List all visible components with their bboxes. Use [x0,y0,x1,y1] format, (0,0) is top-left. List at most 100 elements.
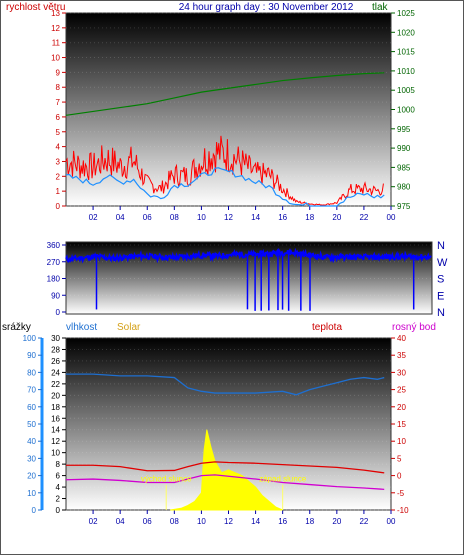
y-tick-label: 4 [56,143,61,152]
y-tick-label: 8 [56,83,61,92]
x-tick-label: 16 [278,517,287,526]
rain-tick-label: 20 [27,472,36,481]
y-tick-label: 1 [56,187,61,196]
temperature-tick-label: 30 [397,368,406,377]
y-tick-label: 12 [51,24,60,33]
y2-tick-label: 1005 [397,86,415,95]
rain-tick-label: 70 [27,386,36,395]
humidity-tick-label: 24 [51,368,60,377]
rain-tick-label: 60 [27,403,36,412]
y-tick-label: 7 [56,98,61,107]
x-tick-label: 02 [89,213,98,222]
humidity-tick-label: 26 [51,357,60,366]
y-tick-label: 6 [56,113,61,122]
y2-tick-label: 1010 [397,67,415,76]
x-tick-label: 14 [251,517,260,526]
humidity-tick-label: 2 [56,495,61,504]
temperature-tick-label: 10 [397,437,406,446]
y-tick-label: 180 [47,275,61,284]
sunset-label: západ slunce [259,474,307,483]
temperature-tick-label: 5 [397,454,402,463]
y2-tick-label: 980 [397,183,411,192]
y-tick-label: 10 [51,54,60,63]
rain-tick-label: 10 [27,489,36,498]
y2-tick-label: 985 [397,163,411,172]
humidity-tick-label: 12 [51,437,60,446]
compass-label: S [437,274,444,286]
compass-label: N [437,307,445,319]
humidity-tick-label: 22 [51,380,60,389]
y-tick-label: 0 [56,202,61,211]
x-tick-label: 16 [278,213,287,222]
direction-panel-grid [66,244,432,313]
x-tick-label: 06 [143,213,152,222]
dew-point-label: rosný bod [392,322,436,333]
rain-tick-label: 90 [27,351,36,360]
humidity-time-axis: 02 04 06 08 10 12 14 16 18 20 22 00 [89,510,396,526]
y-tick-label: 5 [56,128,61,137]
humidity-tick-label: 4 [56,483,61,492]
humidity-tick-label: 8 [56,460,61,469]
x-tick-label: 00 [387,213,396,222]
y2-tick-label: 1020 [397,28,415,37]
rain-tick-label: 100 [23,334,37,343]
x-tick-label: 20 [332,213,341,222]
humidity-tick-label: 0 [56,506,61,515]
humidity-label: vlhkost [66,322,97,333]
rain-axis: 0 10 20 30 40 50 60 70 80 90 100 [23,334,44,515]
humidity-tick-label: 16 [51,414,60,423]
temperature-axis: -10 -5 0 5 10 15 20 25 30 35 40 [391,334,409,515]
graph-title: 24 hour graph day : 30 November 2012 [179,2,354,13]
y-tick-label: 90 [51,291,60,300]
rain-label: srážky [2,322,31,333]
temperature-tick-label: 15 [397,420,406,429]
temperature-tick-label: -10 [397,506,409,515]
wind-average-line [65,167,385,207]
x-tick-label: 06 [143,517,152,526]
humidity-tick-label: 20 [51,391,60,400]
rain-tick-label: 0 [32,506,37,515]
wind-gust-line [65,135,384,206]
x-tick-label: 12 [224,517,233,526]
y-tick-label: 9 [56,68,61,77]
compass-label: N [437,240,445,252]
temperature-tick-label: -5 [397,489,405,498]
y-tick-label: 0 [56,308,61,317]
x-tick-label: 10 [197,213,206,222]
x-tick-label: 14 [251,213,260,222]
humidity-tick-label: 28 [51,345,60,354]
sunrise-label: východ slunce [141,474,192,483]
y2-tick-label: 990 [397,144,411,153]
x-tick-label: 20 [332,517,341,526]
x-tick-label: 18 [305,213,314,222]
humidity-panel-series [65,373,385,511]
x-tick-label: 04 [116,213,125,222]
temperature-label: teplota [312,322,342,333]
x-tick-label: 12 [224,213,233,222]
rain-tick-label: 80 [27,368,36,377]
x-tick-label: 08 [170,213,179,222]
x-tick-label: 10 [197,517,206,526]
temperature-tick-label: 0 [397,472,402,481]
y-tick-label: 13 [51,9,60,18]
rain-tick-label: 30 [27,454,36,463]
temperature-line [66,461,385,474]
y-tick-label: 270 [47,258,61,267]
x-tick-label: 04 [116,517,125,526]
humidity-tick-label: 18 [51,403,60,412]
y2-tick-label: 995 [397,125,411,134]
x-tick-label: 08 [170,517,179,526]
humidity-tick-label: 6 [56,472,61,481]
wind-time-axis: 02 04 06 08 10 12 14 16 18 20 22 00 [89,206,396,222]
wind-speed-label: rychlost větru [6,2,65,13]
x-tick-label: 22 [359,213,368,222]
compass-label: W [437,257,448,269]
y-tick-label: 2 [56,172,61,181]
y2-tick-label: 1000 [397,106,415,115]
solar-area [170,429,283,511]
sun-markers: východ slunce západ slunce [141,474,307,483]
x-tick-label: 00 [387,517,396,526]
y-tick-label: 11 [52,39,61,48]
